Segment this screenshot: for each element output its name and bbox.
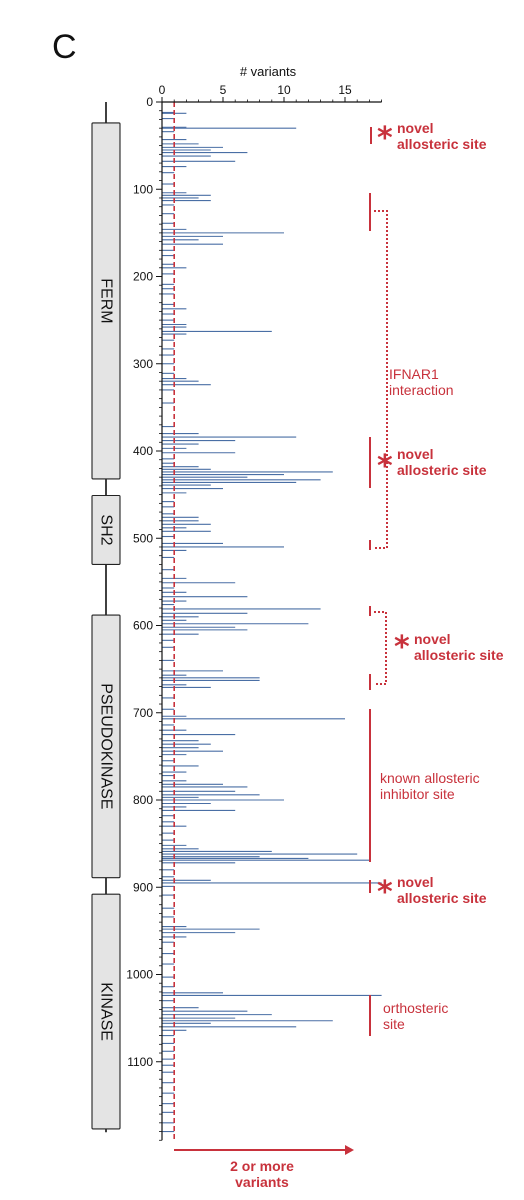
threshold-arrow	[174, 1145, 354, 1155]
axes: 0 5 10 15 0 100 200 300 400 500 600 700 800 900 1000 11…	[126, 83, 383, 1141]
annotation-novel-2-line2: allosteric site	[397, 462, 487, 478]
domain-track: FERM SH2 PSEUDOKINASE KINASE	[91, 102, 121, 1133]
bracket-novel-3-dotted	[374, 611, 387, 685]
annotation-orthosteric: orthosteric site	[383, 1000, 448, 1032]
annotation-known: known allosteric inhibitor site	[380, 770, 480, 802]
bracket-ifnar1-dotted	[374, 210, 388, 549]
x-tick-label: 10	[277, 83, 291, 97]
annotation-novel-3-line2: allosteric site	[414, 647, 504, 663]
domain-label: KINASE	[98, 982, 115, 1041]
threshold-label-line1: 2 or more	[230, 1158, 294, 1174]
annotation-novel-2-line1: novel	[397, 446, 434, 462]
asterisk-novel-4: *	[377, 875, 393, 910]
y-tick-label: 700	[133, 706, 153, 720]
threshold-label-line2: variants	[235, 1174, 289, 1190]
annotation-novel-3: novel allosteric site	[414, 631, 504, 663]
y-tick-label: 400	[133, 444, 153, 458]
annotation-known-line2: inhibitor site	[380, 786, 455, 802]
annotation-ifnar1-line2: interaction	[389, 382, 454, 398]
asterisk-novel-1: *	[377, 121, 393, 156]
domain-label: SH2	[98, 514, 115, 545]
annotation-novel-4-line1: novel	[397, 874, 434, 890]
domain-box	[91, 893, 121, 1130]
y-tick-label: 600	[133, 619, 153, 633]
y-tick-label: 300	[133, 357, 153, 371]
annotation-novel-1-line1: novel	[397, 120, 434, 136]
y-tick-label: 800	[133, 793, 153, 807]
y-tick-label: 1100	[127, 1055, 153, 1069]
annotation-novel-1: novel allosteric site	[397, 120, 487, 152]
domain-label: FERM	[98, 278, 115, 323]
annotation-novel-4-line2: allosteric site	[397, 890, 487, 906]
y-tick-label: 900	[133, 880, 153, 894]
y-tick-label: 200	[133, 270, 153, 284]
y-tick-label: 0	[146, 95, 153, 109]
y-tick-label: 500	[133, 531, 153, 545]
y-tick-label: 100	[133, 182, 153, 196]
x-axis-title: # variants	[240, 64, 297, 79]
domain-box	[91, 614, 121, 879]
x-tick-label: 0	[159, 83, 166, 97]
annotation-ifnar1: IFNAR1 interaction	[389, 366, 454, 398]
y-tick-label: 1000	[126, 968, 153, 982]
threshold-label: 2 or more variants	[222, 1158, 302, 1190]
annotation-ifnar1-line1: IFNAR1	[389, 366, 439, 382]
domain-label: PSEUDOKINASE	[98, 683, 115, 809]
variant-bars	[162, 111, 382, 1133]
x-tick-label: 5	[220, 83, 227, 97]
annotation-orthosteric-line1: orthosteric	[383, 1000, 449, 1016]
asterisk-novel-3: *	[394, 630, 410, 665]
annotation-known-line1: known allosteric	[380, 770, 480, 786]
annotation-novel-4: novel allosteric site	[397, 874, 487, 906]
panel-label: C	[52, 28, 77, 66]
annotation-novel-2: novel allosteric site	[397, 446, 487, 478]
x-tick-label: 15	[338, 83, 352, 97]
domain-box	[91, 494, 121, 565]
annotation-novel-3-line1: novel	[414, 631, 451, 647]
annotation-brackets	[369, 127, 388, 1036]
annotation-novel-1-line2: allosteric site	[397, 136, 487, 152]
domain-box	[91, 122, 121, 480]
asterisk-novel-2: *	[377, 449, 393, 484]
annotation-orthosteric-line2: site	[383, 1016, 405, 1032]
